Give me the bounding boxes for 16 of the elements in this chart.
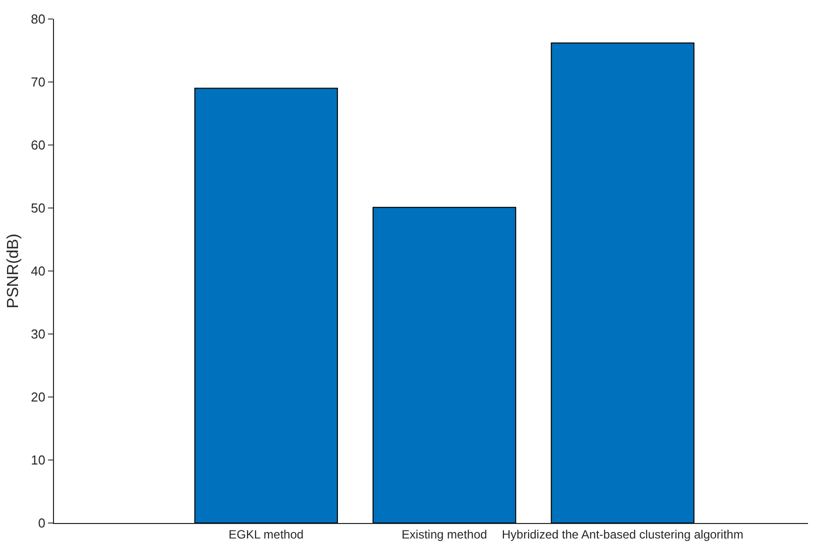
y-tick-label: 70	[30, 74, 46, 90]
y-tick-label: 10	[30, 452, 46, 468]
y-tick-label: 60	[30, 138, 46, 153]
y-tick-label: 0	[38, 516, 46, 531]
y-tick-label: 50	[30, 200, 46, 216]
bar	[550, 42, 694, 523]
y-tick-label: 80	[30, 12, 46, 27]
x-tick-label: Hybridized the Ant-based clustering algorithm	[502, 527, 744, 542]
y-tick-label: 30	[30, 326, 46, 342]
y-tick-label: 40	[30, 264, 46, 279]
x-tick-label: Existing method	[402, 527, 488, 542]
y-axis-title: PSNR(dB)	[4, 234, 22, 308]
bar	[194, 88, 338, 523]
x-tick-label: EGKL method	[228, 527, 304, 542]
bar	[372, 206, 516, 523]
y-tick-label: 20	[30, 390, 46, 405]
